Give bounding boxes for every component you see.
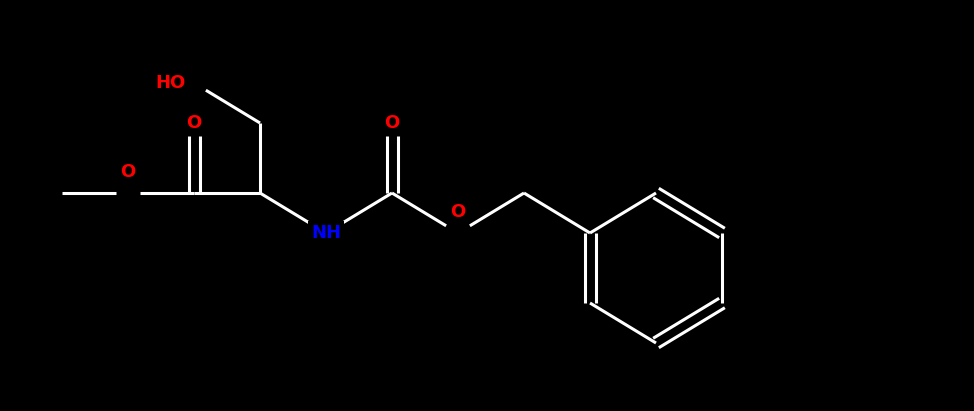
Text: NH: NH — [311, 224, 341, 242]
Text: O: O — [186, 114, 202, 132]
Text: O: O — [121, 163, 135, 181]
Text: O: O — [385, 114, 399, 132]
Text: HO: HO — [156, 74, 186, 92]
Text: O: O — [450, 203, 466, 221]
